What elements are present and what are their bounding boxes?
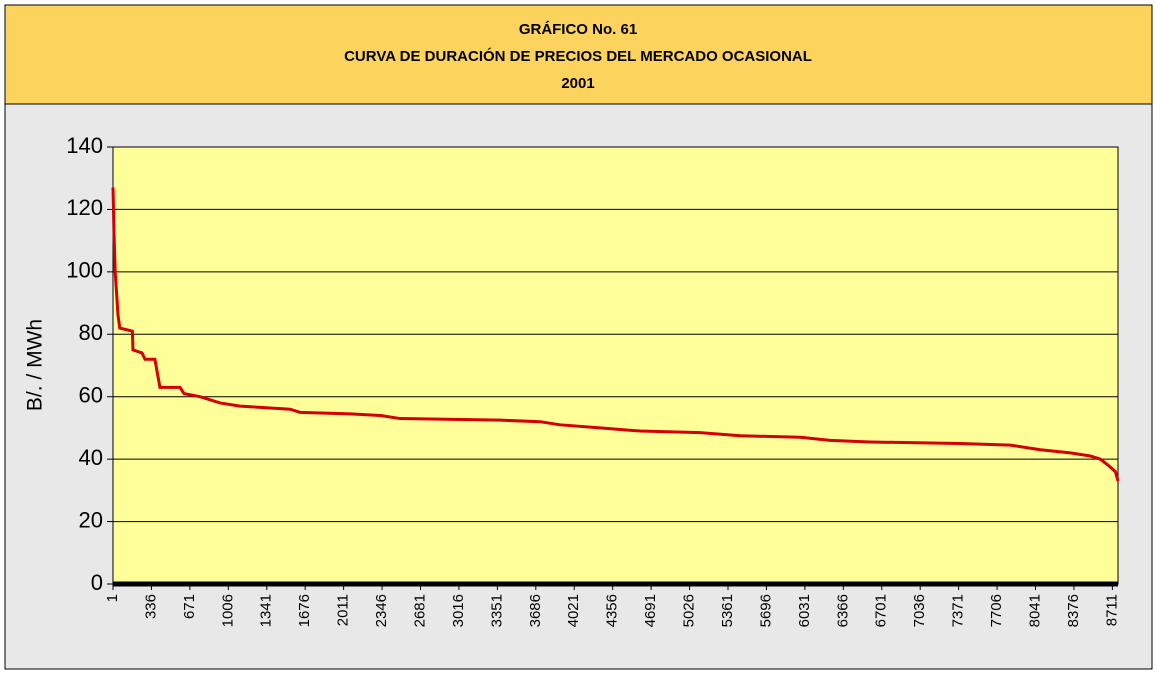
x-tick-label: 4021	[565, 594, 582, 627]
x-tick-label: 2681	[411, 594, 428, 627]
chart-title: GRÁFICO No. 61	[519, 21, 637, 38]
x-tick-label: 6031	[796, 594, 813, 627]
x-tick-label: 3351	[488, 594, 505, 627]
x-tick-label: 7036	[911, 594, 928, 627]
y-tick-label: 60	[79, 383, 103, 408]
chart-title: 2001	[561, 75, 594, 92]
x-tick-label: 5361	[719, 594, 736, 627]
x-tick-label: 2011	[335, 594, 352, 626]
x-tick-label: 6366	[834, 594, 851, 627]
x-tick-label: 1676	[296, 594, 313, 627]
y-tick-label: 20	[79, 507, 103, 532]
y-tick-label: 40	[79, 445, 103, 470]
x-tick-label: 5696	[757, 594, 774, 627]
y-tick-label: 80	[79, 320, 103, 345]
x-tick-label: 3016	[450, 594, 467, 627]
x-tick-label: 7371	[950, 594, 967, 627]
x-tick-label: 6701	[873, 594, 890, 627]
y-tick-label: 100	[66, 258, 103, 283]
y-tick-label: 140	[66, 133, 103, 158]
x-tick-label: 8376	[1065, 594, 1082, 627]
x-tick-label: 671	[181, 594, 198, 619]
x-tick-label: 3686	[527, 594, 544, 627]
x-tick-label: 8041	[1026, 594, 1043, 627]
x-tick-label: 7706	[988, 594, 1005, 627]
y-tick-label: 0	[91, 570, 103, 595]
x-tick-label: 336	[142, 594, 159, 619]
x-tick-label: 4691	[642, 594, 659, 627]
y-tick-label: 120	[66, 195, 103, 220]
x-tick-label: 1	[104, 594, 121, 602]
price-line	[111, 187, 1120, 482]
chart-title: CURVA DE DURACIÓN DE PRECIOS DEL MERCADO…	[344, 47, 812, 65]
plot-area	[112, 146, 1119, 585]
header	[4, 4, 1153, 105]
y-axis-label: B/. / MWh	[24, 319, 47, 411]
x-tick-label: 8711	[1103, 594, 1120, 626]
x-tick-label: 1006	[219, 594, 236, 627]
x-tick-label: 1341	[258, 594, 275, 627]
x-tick-label: 5026	[681, 594, 698, 627]
x-tick-label: 2346	[373, 594, 390, 627]
x-tick-label: 4356	[604, 594, 621, 627]
